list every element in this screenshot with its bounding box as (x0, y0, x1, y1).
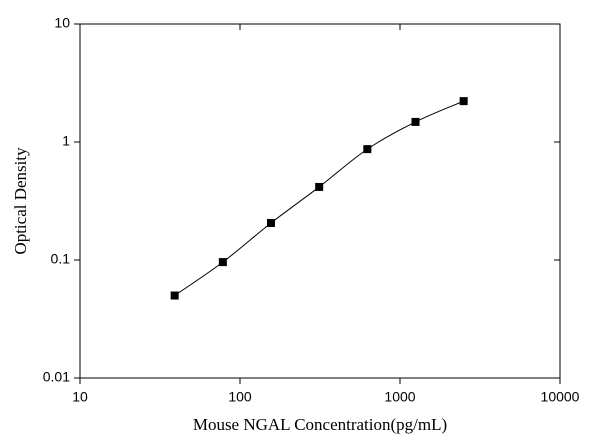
plot-frame (79, 23, 561, 379)
point (363, 145, 372, 154)
point (218, 258, 227, 267)
fit-curve (174, 100, 464, 296)
point (411, 117, 420, 126)
y-tick-label: 1 (62, 133, 70, 149)
y-tick-label: 0.1 (51, 251, 71, 267)
x-tick-label: 10000 (541, 389, 580, 405)
point (315, 182, 324, 191)
x-tick-label: 1000 (384, 389, 415, 405)
x-tick-label: 10 (72, 389, 88, 405)
point (267, 218, 276, 227)
point (459, 97, 468, 106)
y-tick-label: 0.01 (43, 369, 70, 385)
y-tick-label: 10 (54, 15, 70, 31)
point (170, 291, 179, 300)
x-tick-label: 100 (228, 389, 252, 405)
x-axis-label: Mouse NGAL Concentration(pg/mL) (193, 415, 447, 434)
y-axis-label: Optical Density (11, 147, 30, 255)
